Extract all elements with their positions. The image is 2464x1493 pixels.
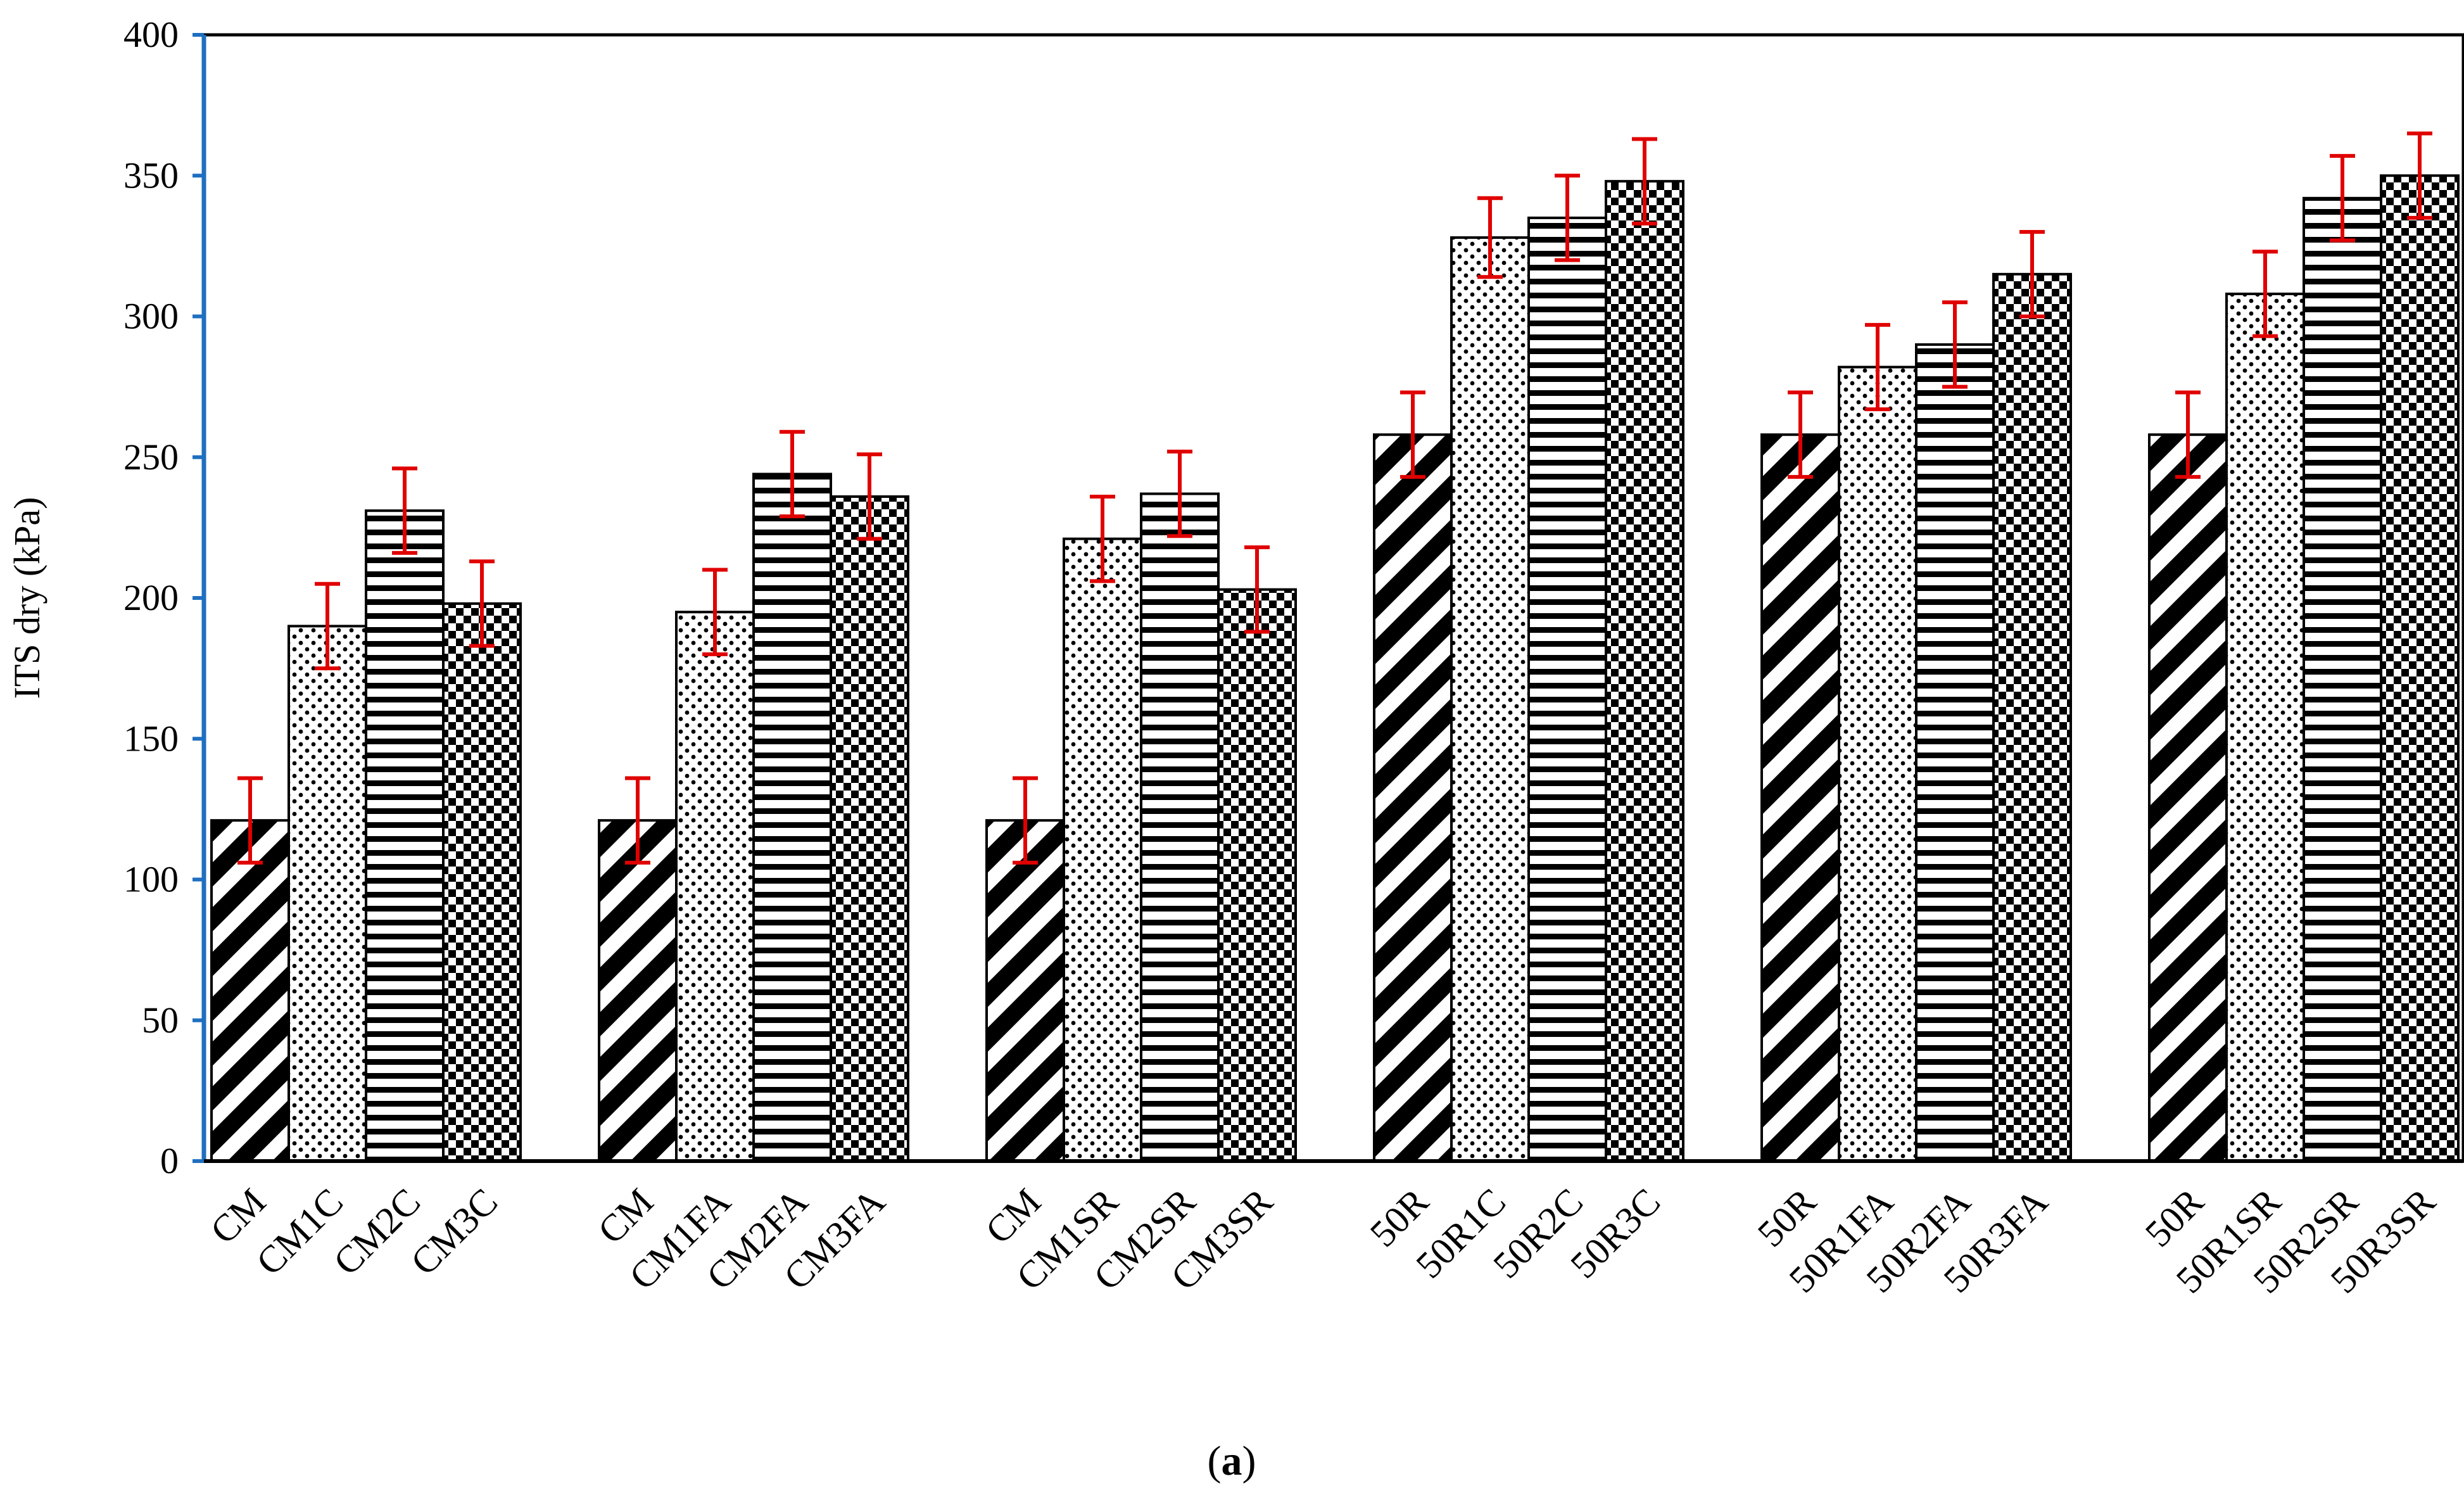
y-tick-label: 150: [123, 718, 179, 759]
caption-close: ): [1242, 1438, 1256, 1484]
bar-50r3fa-g5: [1992, 272, 2072, 1163]
error-bar-cm-g2: [625, 776, 650, 865]
bar-cm1c-g1: [287, 625, 367, 1162]
error-bar-cm2c-g1: [392, 466, 417, 555]
bar-cm1sr-g3: [1063, 537, 1142, 1162]
error-bar-50r-g6: [2175, 390, 2201, 479]
bar-cm3fa-g2: [830, 495, 909, 1162]
bar-50r2c-g4: [1527, 216, 1607, 1162]
y-ticks: 0 50 100 150 200 250 300 350 400: [123, 14, 204, 1181]
bar-cm3sr-g3: [1217, 588, 1297, 1162]
bar-50r2fa-g5: [1915, 343, 1995, 1163]
bar-50r1c-g4: [1450, 236, 1530, 1162]
y-tick-label: 0: [160, 1140, 179, 1181]
bar-cm2sr-g3: [1140, 492, 1220, 1162]
error-bar-cm1sr-g3: [1090, 494, 1115, 583]
y-axis-title: ITS dry (kPa): [6, 497, 47, 699]
error-bar-cm-g1: [237, 776, 263, 865]
y-tick-label: 200: [123, 577, 179, 618]
caption-open: (: [1208, 1438, 1222, 1484]
error-bar-cm1c-g1: [315, 581, 340, 671]
figure-caption: (a): [1208, 1438, 1256, 1484]
error-bar-cm2sr-g3: [1167, 449, 1192, 538]
bar-cm2fa-g2: [752, 473, 832, 1162]
category-label: 50R2C: [1485, 1181, 1591, 1287]
error-bar-50r-g5: [1788, 390, 1813, 479]
error-bar-50r3sr-g6: [2407, 131, 2432, 220]
y-tick-label: 50: [142, 1000, 179, 1041]
error-bar-50r1sr-g6: [2252, 250, 2278, 338]
bar-cm-g3: [985, 819, 1065, 1162]
error-bar-cm-g3: [1013, 776, 1038, 865]
bar-cm2c-g1: [365, 509, 445, 1163]
category-label: CM3C: [403, 1181, 505, 1283]
bars-layer: [210, 174, 2460, 1163]
error-bar-cm2fa-g2: [780, 429, 805, 519]
error-bar-50r2c-g4: [1555, 174, 1580, 262]
bar-cm-g1: [210, 819, 290, 1162]
error-bar-50r1c-g4: [1477, 196, 1503, 279]
bar-50r1sr-g6: [2225, 292, 2305, 1163]
error-bar-50r3c-g4: [1632, 137, 1657, 226]
y-tick-label: 250: [123, 436, 179, 478]
error-bar-cm1fa-g2: [702, 568, 728, 656]
bar-cm3c-g1: [442, 602, 522, 1162]
category-label: CM2C: [325, 1181, 428, 1283]
error-bar-50r1fa-g5: [1865, 322, 1890, 412]
category-label: 50R3C: [1562, 1181, 1668, 1287]
bar-50r1fa-g5: [1838, 365, 1917, 1162]
bar-50r3c-g4: [1605, 180, 1684, 1162]
bar-50r3sr-g6: [2380, 174, 2460, 1162]
error-bars-layer: [237, 131, 2432, 865]
error-bar-50r3fa-g5: [2019, 230, 2045, 319]
bar-50r-g5: [1760, 433, 1840, 1163]
y-tick-label: 300: [123, 296, 179, 337]
category-label: CM1C: [248, 1181, 351, 1283]
bar-cm1fa-g2: [675, 611, 755, 1162]
bar-50r-g4: [1373, 433, 1453, 1163]
plot-frame: [202, 33, 2464, 1163]
category-label: 50R1C: [1408, 1181, 1513, 1287]
caption-letter: a: [1222, 1438, 1242, 1484]
error-bar-cm3sr-g3: [1244, 545, 1270, 634]
y-tick-label: 350: [123, 155, 179, 196]
error-bar-cm3fa-g2: [857, 452, 882, 541]
bar-50r-g6: [2148, 433, 2228, 1163]
error-bar-50r2fa-g5: [1942, 300, 1968, 389]
error-bar-cm3c-g1: [469, 559, 495, 648]
error-bar-50r2sr-g6: [2330, 154, 2355, 243]
y-tick-label: 100: [123, 859, 179, 900]
bar-50r2sr-g6: [2303, 196, 2382, 1162]
error-bar-50r-g4: [1400, 390, 1425, 479]
y-tick-label: 400: [123, 14, 179, 55]
bar-cm-g2: [598, 819, 678, 1162]
